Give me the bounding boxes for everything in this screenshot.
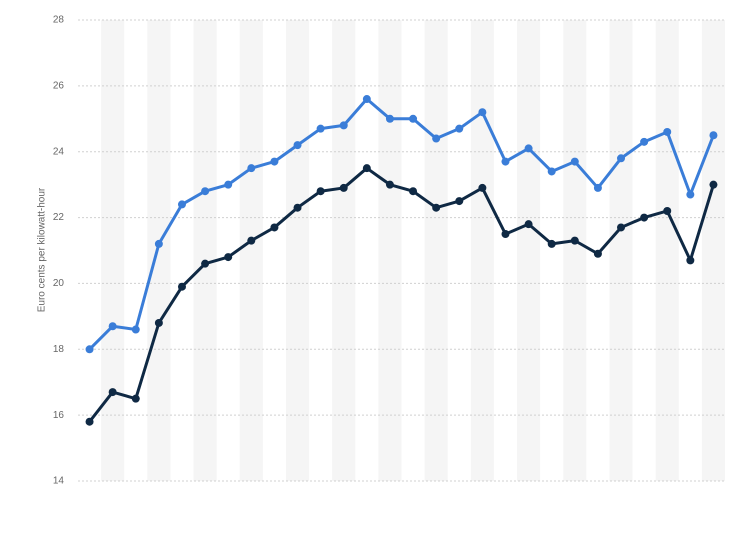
- series-line: [88, 166, 715, 423]
- y-tick-label: 26: [53, 80, 65, 91]
- data-point: [316, 124, 325, 133]
- data-point: [339, 121, 348, 130]
- band: [332, 20, 356, 481]
- data-point: [270, 223, 279, 232]
- data-point: [617, 223, 626, 232]
- data-point: [339, 183, 348, 192]
- band: [517, 20, 541, 481]
- y-tick-label: 24: [53, 146, 65, 157]
- data-point: [709, 180, 718, 189]
- data-point: [709, 131, 718, 140]
- data-point: [270, 157, 279, 166]
- data-point: [154, 318, 163, 327]
- data-point: [385, 114, 394, 123]
- data-point: [617, 154, 626, 163]
- data-point: [686, 190, 695, 199]
- band: [609, 20, 633, 481]
- data-point: [362, 95, 371, 104]
- data-point: [640, 137, 649, 146]
- y-axis-label: Euro cents per kilowatt-hour: [37, 187, 48, 312]
- band: [101, 20, 125, 481]
- series-line: [88, 97, 715, 351]
- data-point: [547, 167, 556, 176]
- data-point: [108, 388, 117, 397]
- data-point: [524, 144, 533, 153]
- data-point: [409, 114, 418, 123]
- band: [655, 20, 679, 481]
- data-point: [362, 164, 371, 173]
- band: [470, 20, 494, 481]
- band: [239, 20, 263, 481]
- data-point: [570, 157, 579, 166]
- data-point: [108, 322, 117, 331]
- data-point: [85, 417, 94, 426]
- data-point: [316, 187, 325, 196]
- band: [424, 20, 448, 481]
- background-bands: [101, 20, 725, 481]
- data-point: [570, 236, 579, 245]
- data-point: [593, 183, 602, 192]
- data-point: [224, 180, 233, 189]
- data-point: [432, 134, 441, 143]
- data-point: [478, 108, 487, 117]
- data-point: [663, 127, 672, 136]
- band: [285, 20, 310, 481]
- band: [378, 20, 402, 481]
- data-point: [686, 256, 695, 265]
- data-point: [501, 157, 510, 166]
- data-point: [293, 203, 302, 212]
- data-point: [177, 200, 186, 209]
- y-tick-label: 16: [53, 410, 65, 421]
- data-point: [201, 187, 210, 196]
- data-point: [224, 253, 233, 262]
- data-point: [501, 230, 510, 239]
- data-point: [432, 203, 441, 212]
- data-point: [455, 124, 464, 133]
- data-point: [201, 259, 210, 268]
- data-point: [293, 141, 302, 150]
- data-point: [547, 239, 556, 248]
- data-point: [478, 183, 487, 192]
- band: [701, 20, 725, 481]
- band: [147, 20, 171, 481]
- data-point: [455, 197, 464, 206]
- data-point: [177, 282, 186, 291]
- y-tick-label: 14: [53, 476, 65, 487]
- data-point: [593, 249, 602, 258]
- y-tick-label: 22: [53, 212, 65, 223]
- data-point: [131, 394, 140, 403]
- data-point: [85, 345, 94, 354]
- y-tick-label: 18: [53, 344, 65, 355]
- y-tick-label: 28: [53, 15, 65, 26]
- data-point: [663, 206, 672, 215]
- data-point: [409, 187, 418, 196]
- band: [563, 20, 587, 481]
- data-point: [524, 220, 533, 229]
- data-point: [131, 325, 140, 334]
- y-tick-label: 20: [53, 278, 65, 289]
- data-point: [640, 213, 649, 222]
- data-point: [154, 239, 163, 248]
- data-point: [247, 164, 256, 173]
- band: [193, 20, 217, 481]
- data-point: [247, 236, 256, 245]
- data-point: [385, 180, 394, 189]
